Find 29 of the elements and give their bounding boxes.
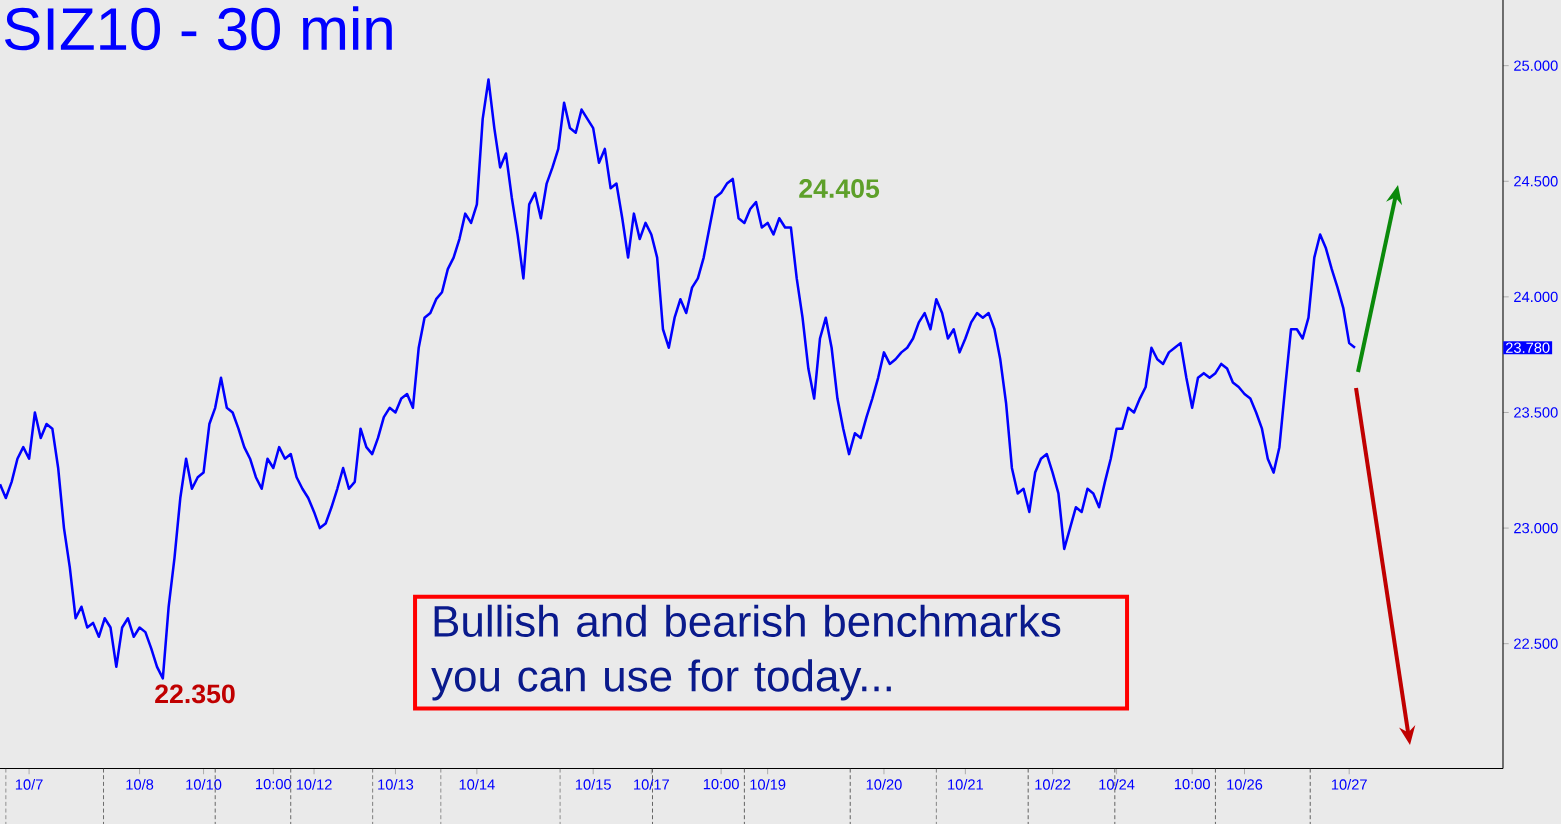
x-tick-label: 10/14: [459, 778, 495, 790]
x-tick-label: 10/7: [15, 778, 43, 790]
x-tick-label: 10/15: [575, 778, 611, 790]
x-tick-label: 10:00: [1174, 778, 1210, 790]
y-tick-label: 25.000: [1514, 60, 1558, 71]
x-tick-label: 10/13: [378, 778, 414, 790]
annotation: 22.350: [155, 684, 235, 704]
x-tick-label: 10/21: [948, 778, 983, 790]
chart-title: SIZ10 - 30 min: [5, 6, 392, 51]
x-tick-label: 10/22: [1035, 778, 1071, 790]
y-tick-label: 23.500: [1514, 407, 1558, 418]
x-tick-label: 10:00: [256, 778, 292, 790]
x-tick-label: 10/26: [1227, 778, 1263, 790]
y-tick-label: 24.000: [1514, 291, 1558, 303]
y-tick-label: 22.500: [1514, 638, 1558, 649]
x-tick-label: 10/8: [126, 778, 154, 790]
text: 23.780: [1506, 342, 1550, 353]
x-tick-label: 10/17: [634, 778, 669, 790]
x-tick-label: 10/12: [296, 778, 332, 790]
x-tick-label: 10/24: [1099, 778, 1135, 790]
annotation: Bullish and bearish benchmarks you can use for today...: [431, 604, 1061, 701]
y-tick-label: 23.000: [1514, 522, 1558, 534]
x-tick-label: 10/20: [866, 778, 902, 790]
y-tick-label: 24.500: [1514, 176, 1558, 187]
x-tick-label: 10/19: [750, 778, 786, 790]
x-tick-label: 10/10: [186, 778, 222, 790]
annotation: 24.405: [799, 179, 880, 198]
x-tick-label: 10/27: [1331, 778, 1367, 790]
x-tick-label: 10:00: [703, 778, 739, 790]
